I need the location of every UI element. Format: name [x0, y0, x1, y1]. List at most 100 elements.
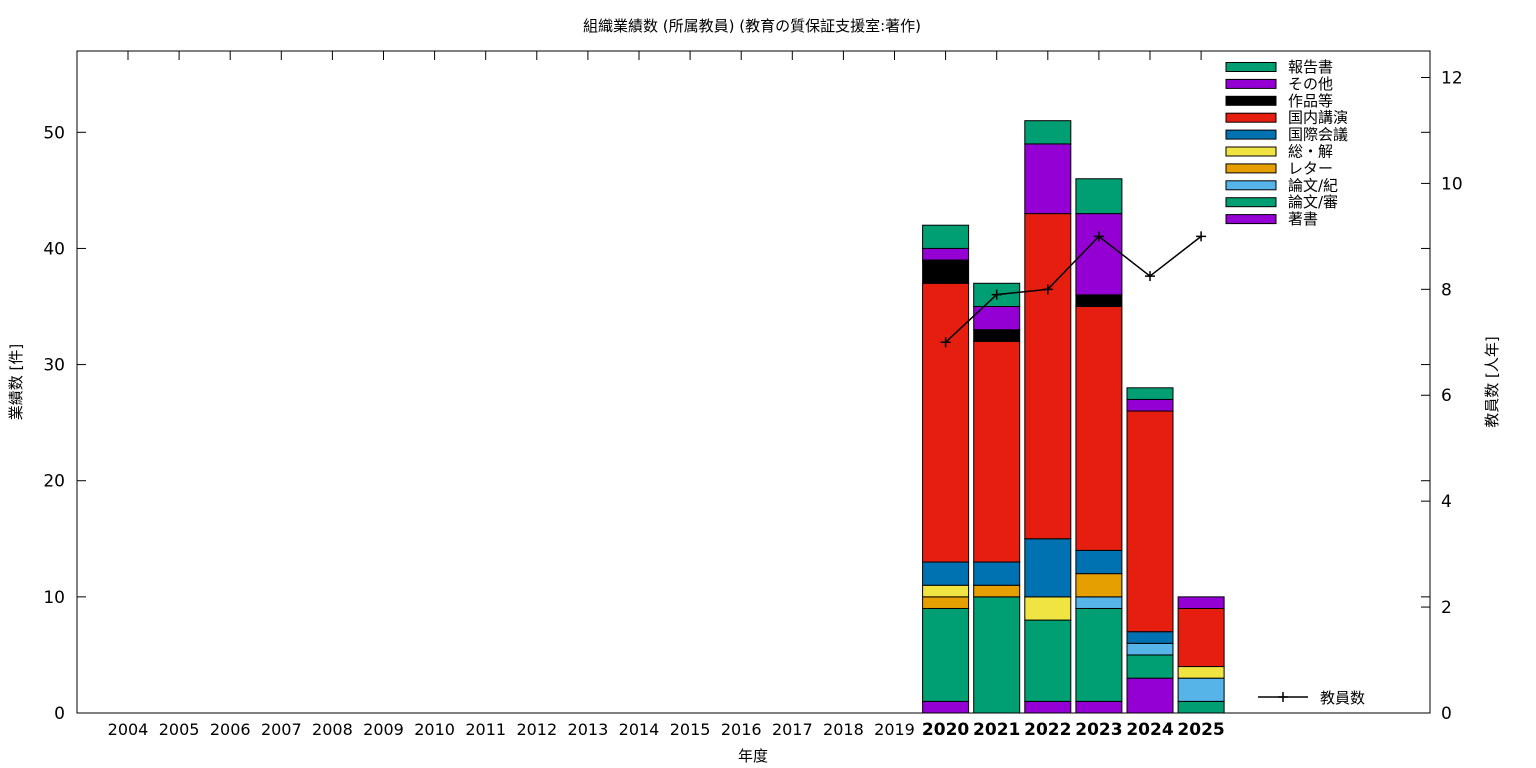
legend-swatch — [1225, 197, 1277, 208]
legend-label: 著書 — [1288, 210, 1318, 228]
bar-segment — [1177, 596, 1225, 609]
y-tick-label: 0 — [54, 704, 65, 724]
bar-segment — [1024, 538, 1072, 598]
legend-swatch — [1225, 62, 1277, 72]
legend-swatch — [1225, 112, 1277, 123]
bar-segment — [922, 247, 970, 261]
bar-segment — [973, 329, 1021, 342]
bar-segment — [1177, 700, 1225, 714]
bar-segment — [1075, 213, 1123, 296]
legend-label: レター — [1288, 159, 1333, 177]
x-tick-label: 2007 — [261, 720, 302, 739]
x-tick-label: 2025 — [1177, 720, 1224, 740]
x-tick-label: 2005 — [159, 720, 200, 739]
x-tick-label: 2014 — [619, 720, 660, 739]
bar-segment — [1075, 700, 1123, 714]
legend-label: 論文/紀 — [1288, 176, 1338, 194]
plot-frame — [76, 50, 1431, 714]
y2-tick-label: 10 — [1441, 174, 1463, 194]
y2-tick-label: 6 — [1441, 386, 1452, 406]
bar-segment — [1126, 410, 1174, 633]
legend-label: 国際会議 — [1288, 126, 1348, 144]
legend-swatch — [1225, 214, 1277, 225]
legend-swatch — [1225, 95, 1277, 106]
legend-swatch — [1225, 163, 1277, 174]
x-tick-label: 2013 — [568, 720, 609, 739]
bar-segment — [1075, 573, 1123, 598]
bar-segment — [973, 561, 1021, 586]
bar-segment — [922, 561, 970, 586]
bar-segment — [922, 607, 970, 702]
y2-tick-label: 12 — [1441, 68, 1463, 88]
bar-segment — [1126, 398, 1174, 412]
x-tick-label: 2015 — [670, 720, 711, 739]
x-tick-label: 2006 — [210, 720, 251, 739]
y-tick-label: 30 — [43, 356, 65, 376]
x-axis-label: 年度 — [738, 747, 768, 765]
x-tick-label: 2011 — [465, 720, 506, 739]
legend-label: その他 — [1288, 75, 1333, 93]
y-tick-label: 20 — [43, 472, 65, 492]
bar-segment — [1024, 143, 1072, 215]
bar-segment — [1024, 213, 1072, 540]
legend-label: 総・解 — [1288, 143, 1333, 161]
bar-segment — [1075, 549, 1123, 575]
bar-segment — [1024, 596, 1072, 621]
y2-axis-label: 教員数 [人年] — [1483, 336, 1501, 427]
bar-segment — [922, 259, 970, 284]
x-tick-label: 2021 — [973, 720, 1020, 740]
faculty-count-point — [1196, 231, 1207, 242]
x-tick-label: 2017 — [772, 720, 813, 739]
bar-segment — [1075, 178, 1123, 215]
bar-segment — [1177, 677, 1225, 702]
legend-label: 論文/審 — [1288, 193, 1338, 211]
faculty-count-point — [991, 289, 1002, 300]
bar-segment — [1024, 120, 1072, 145]
faculty-count-point — [1042, 284, 1053, 295]
y2-tick-label: 2 — [1441, 598, 1452, 618]
bar-segment — [922, 700, 970, 714]
faculty-count-point — [940, 337, 951, 348]
legend-label: 報告書 — [1288, 58, 1333, 76]
faculty-count-line — [945, 235, 1202, 343]
bar-segment — [922, 596, 970, 609]
bar-segment — [1177, 666, 1225, 679]
legend-line-marker — [1278, 692, 1288, 702]
y2-tick-label: 4 — [1441, 492, 1452, 512]
y2-tick-label: 8 — [1441, 280, 1452, 300]
y-axis-label: 業績数 [件] — [7, 344, 25, 420]
bar-segment — [1177, 607, 1225, 668]
legend-swatch — [1225, 180, 1277, 191]
bar-segment — [1024, 619, 1072, 702]
bar-segment — [973, 596, 1021, 714]
x-tick-label: 2024 — [1126, 720, 1173, 740]
faculty-count-point — [1145, 271, 1155, 282]
bar-segment — [1075, 294, 1123, 308]
chart-title: 組織業績数 (所属教員) (教育の質保証支援室:著作) — [583, 17, 921, 35]
bar-segment — [1126, 677, 1174, 714]
bar-segment — [1126, 642, 1174, 656]
bar-segment — [1075, 306, 1123, 551]
line-group — [940, 231, 1207, 348]
x-tick-label: 2018 — [823, 720, 864, 739]
legend-label: 国内講演 — [1288, 109, 1348, 127]
x-tick-label: 2004 — [108, 720, 149, 739]
x-tick-label: 2023 — [1075, 720, 1122, 740]
legend-swatch — [1225, 146, 1277, 157]
bar-segment — [1075, 596, 1123, 609]
axes-group: 0 10 20 30 40 50 0 2 4 6 8 10 12 2004 2005 2006 2007 2008… — [43, 51, 1463, 740]
bar-segment — [973, 584, 1021, 598]
x-tick-label: 2022 — [1024, 720, 1071, 740]
faculty-count-point — [1093, 231, 1104, 242]
x-tick-label: 2012 — [516, 720, 557, 739]
bar-segment — [1126, 631, 1174, 644]
x-tick-label: 2008 — [312, 720, 353, 739]
bar-segment — [922, 584, 970, 598]
y2-tick-label: 0 — [1441, 704, 1452, 724]
bar-segment — [922, 224, 970, 249]
legend-label: 作品等 — [1288, 92, 1333, 110]
bars-group — [922, 120, 1225, 714]
